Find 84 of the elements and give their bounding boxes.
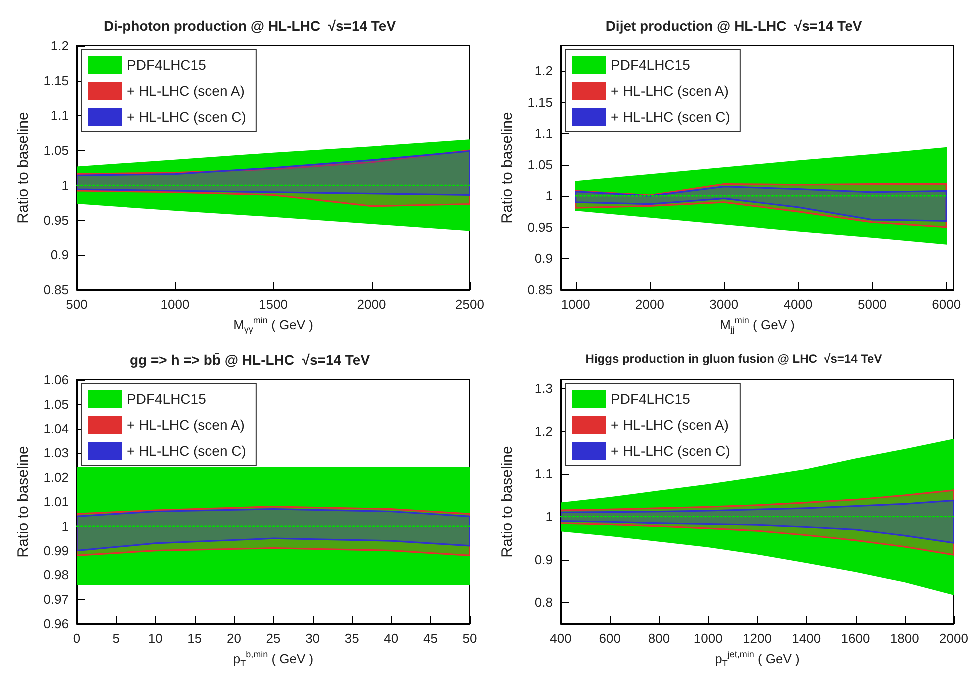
y-tick-label: 1.1 — [534, 466, 553, 482]
legend-label: + HL-LHC (scen C) — [127, 109, 246, 125]
x-tick-label: 50 — [462, 631, 478, 646]
legend-label: PDF4LHC15 — [611, 57, 691, 73]
x-tick-label: 30 — [306, 631, 320, 646]
x-tick-label: 1600 — [841, 631, 870, 646]
legend-label: + HL-LHC (scen C) — [611, 109, 730, 125]
y-tick-label: 1.1 — [50, 108, 69, 124]
chart-title: Di-photon production @ HL-LHC √s=14 TeV — [104, 18, 397, 34]
chart-title: Higgs production in gluon fusion @ LHC √s=14 TeV — [586, 352, 882, 366]
x-tick-label: 1000 — [160, 297, 190, 312]
y-tick-label: 0.85 — [44, 282, 69, 298]
y-tick-label: 0.98 — [44, 568, 69, 583]
legend-label: + HL-LHC (scen A) — [611, 83, 729, 99]
y-tick-label: 1.05 — [44, 143, 69, 158]
y-tick-label: 1.1 — [534, 126, 553, 142]
x-tick-label: 15 — [188, 631, 202, 646]
x-tick-label: 2500 — [456, 297, 484, 312]
y-tick-label: 1.2 — [534, 424, 553, 439]
x-tick-label: 2000 — [636, 297, 664, 312]
y-tick-label: 1.06 — [44, 372, 69, 388]
x-tick-label: 1000 — [561, 297, 590, 312]
y-axis-title: Ratio to baseline — [15, 112, 32, 224]
legend-label: + HL-LHC (scen C) — [127, 443, 246, 459]
x-tick-label: 1500 — [259, 297, 288, 312]
y-tick-label: 1.15 — [44, 73, 69, 88]
y-tick-label: 0.99 — [44, 543, 69, 558]
y-tick-label: 0.95 — [528, 220, 553, 235]
legend-label: + HL-LHC (scen A) — [127, 417, 245, 433]
chart-title: Dijet production @ HL-LHC √s=14 TeV — [606, 18, 863, 34]
x-tick-label: 10 — [148, 631, 163, 646]
y-tick-label: 1.05 — [528, 157, 553, 172]
y-tick-label: 1.03 — [44, 446, 69, 461]
legend-label: + HL-LHC (scen A) — [611, 417, 729, 433]
x-tick-label: 1000 — [694, 631, 723, 646]
y-tick-label: 1 — [62, 178, 69, 193]
y-tick-label: 1.15 — [528, 94, 553, 110]
x-tick-label: 500 — [66, 297, 88, 312]
x-tick-label: 20 — [226, 631, 242, 646]
y-tick-label: 1.04 — [44, 421, 69, 436]
x-tick-label: 600 — [599, 631, 621, 646]
chart-title: gg => h => bb̄ @ HL-LHC √s=14 TeV — [130, 352, 371, 368]
y-tick-label: 0.8 — [534, 595, 553, 610]
x-tick-label: 800 — [648, 631, 670, 646]
x-tick-label: 2000 — [357, 297, 386, 312]
x-tick-label: 45 — [423, 631, 438, 646]
y-tick-label: 0.97 — [44, 592, 69, 608]
y-tick-label: 1.2 — [50, 38, 69, 54]
y-tick-label: 1 — [546, 188, 553, 204]
y-tick-label: 1 — [546, 509, 553, 524]
y-tick-label: 1.2 — [534, 64, 553, 79]
y-axis-title: Ratio to baseline — [499, 112, 516, 224]
y-tick-label: 0.95 — [44, 212, 69, 228]
x-tick-label: 3000 — [710, 297, 739, 312]
y-tick-label: 1.3 — [534, 381, 553, 396]
y-axis-title: Ratio to baseline — [499, 446, 516, 558]
x-tick-label: 6000 — [932, 297, 962, 312]
x-tick-label: 2000 — [940, 631, 968, 646]
y-axis-title: Ratio to baseline — [15, 446, 32, 558]
y-tick-label: 0.85 — [528, 282, 553, 298]
y-tick-label: 0.9 — [534, 251, 553, 266]
x-tick-label: 40 — [384, 631, 399, 646]
x-tick-label: 400 — [550, 631, 572, 646]
y-tick-label: 1.01 — [44, 494, 69, 510]
x-tick-label: 25 — [266, 631, 281, 646]
y-tick-label: 1.05 — [44, 396, 69, 412]
x-tick-label: 4000 — [784, 297, 813, 312]
x-tick-label: 1800 — [890, 631, 920, 646]
legend-label: PDF4LHC15 — [127, 391, 207, 407]
legend-label: + HL-LHC (scen C) — [611, 443, 730, 459]
x-tick-label: 35 — [344, 631, 360, 646]
legend-label: PDF4LHC15 — [611, 391, 691, 407]
legend-label: PDF4LHC15 — [127, 57, 207, 73]
x-tick-label: 5000 — [858, 297, 887, 312]
y-tick-label: 1 — [62, 518, 69, 534]
y-tick-label: 0.9 — [534, 552, 553, 568]
legend-label: + HL-LHC (scen A) — [127, 83, 245, 99]
x-tick-label: 1400 — [792, 631, 822, 646]
x-tick-label: 5 — [112, 631, 120, 646]
x-tick-label: 1200 — [743, 631, 772, 646]
y-tick-label: 1.02 — [44, 470, 69, 486]
x-tick-label: 0 — [73, 631, 81, 646]
y-tick-label: 0.9 — [50, 248, 69, 263]
y-tick-label: 0.96 — [44, 616, 69, 632]
